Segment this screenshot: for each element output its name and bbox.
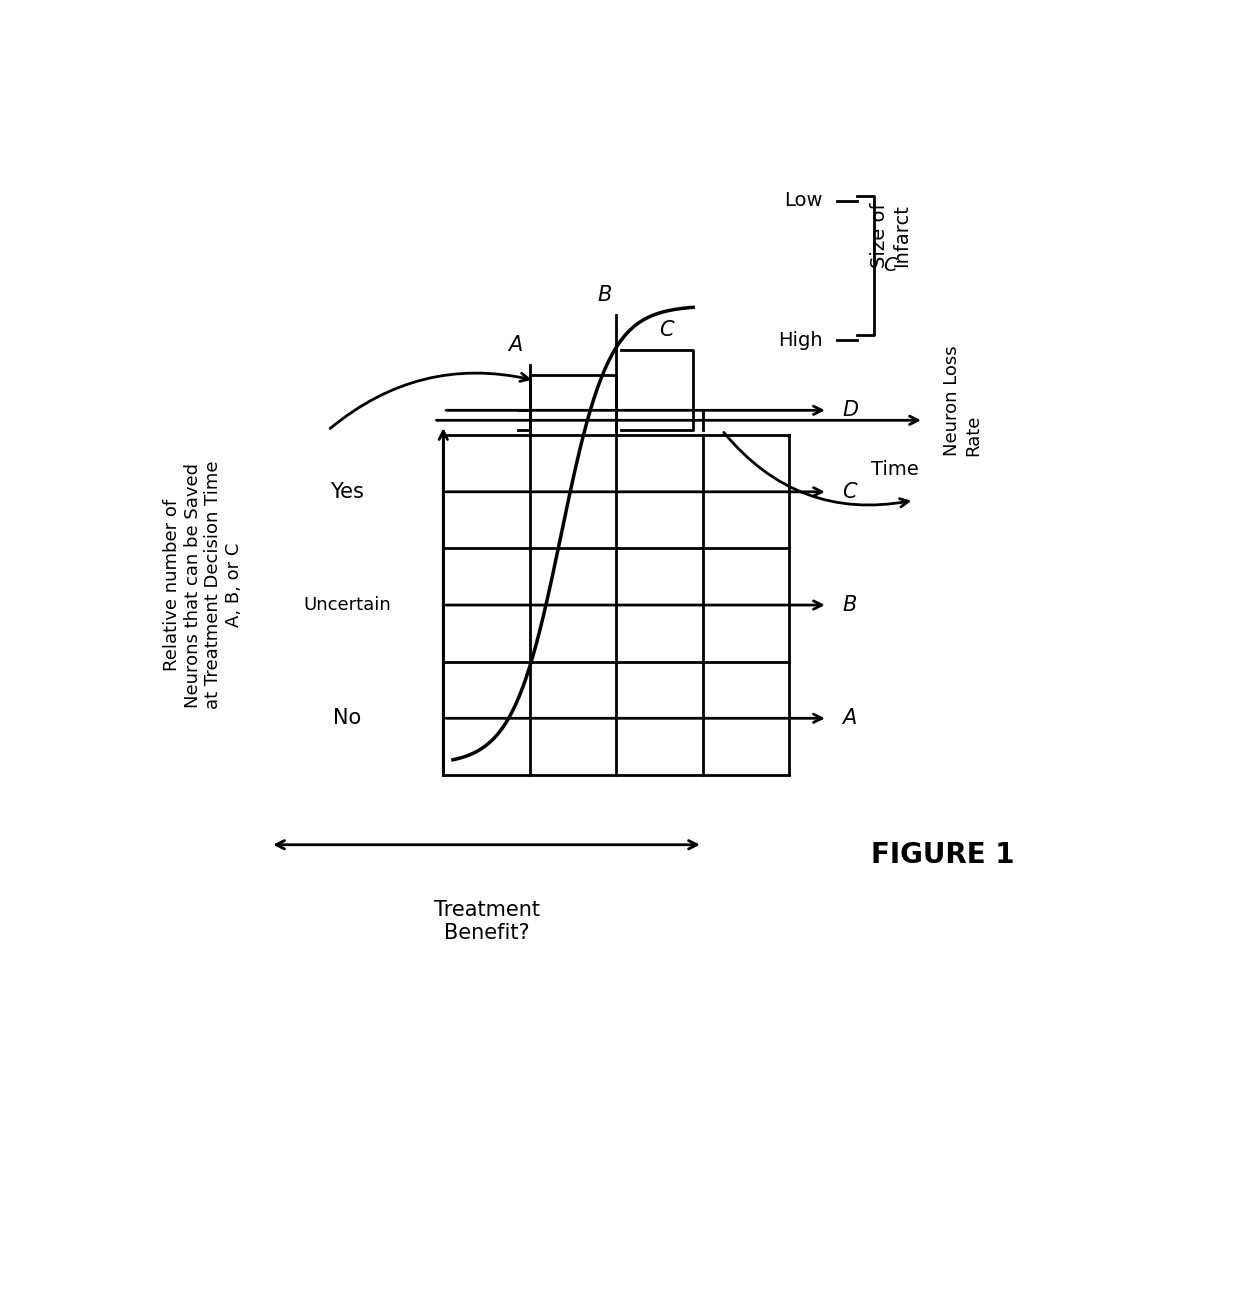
Text: Uncertain: Uncertain — [304, 597, 391, 613]
Text: B: B — [598, 285, 611, 306]
Text: Relative number of
Neurons that can be Saved
at Treatment Decision Time
A, B, or: Relative number of Neurons that can be S… — [162, 460, 243, 709]
Text: High: High — [779, 331, 823, 350]
Text: C: C — [883, 256, 897, 275]
Text: A: A — [508, 336, 522, 355]
Text: B: B — [842, 595, 857, 615]
Text: Treatment
Benefit?: Treatment Benefit? — [434, 900, 539, 943]
Text: Size of
Infarct: Size of Infarct — [869, 202, 910, 268]
Text: D: D — [842, 401, 858, 420]
Text: C: C — [660, 320, 675, 340]
Text: Time: Time — [870, 460, 919, 479]
Text: Neuron Loss
Rate: Neuron Loss Rate — [944, 345, 982, 455]
Text: C: C — [842, 481, 857, 502]
Text: A: A — [842, 708, 857, 729]
Text: Low: Low — [785, 191, 823, 210]
Text: Yes: Yes — [330, 481, 365, 502]
Text: No: No — [334, 708, 361, 729]
Text: FIGURE 1: FIGURE 1 — [872, 840, 1014, 869]
